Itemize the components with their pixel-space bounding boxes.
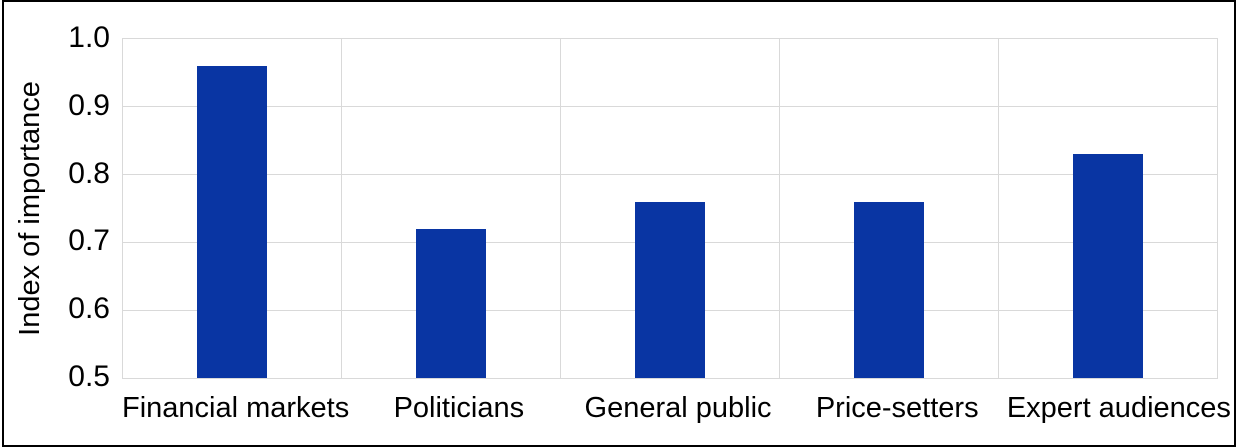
x-label-price-setters: Price-setters — [815, 392, 979, 425]
bar-politicians — [416, 228, 487, 378]
column-separator-4 — [997, 39, 999, 378]
y-tick-label-1.0: 1.0 — [68, 21, 110, 54]
x-label-expert-audiences: Expert audiences — [1006, 392, 1231, 425]
y-tick-label-0.5: 0.5 — [68, 360, 110, 393]
x-label-financial-markets: Financial markets — [122, 392, 350, 425]
bar-price-setters — [853, 201, 924, 378]
x-label-general-public: General public — [584, 392, 772, 425]
y-axis-ticks: 1.0 0.9 0.8 0.7 0.6 0.5 — [0, 0, 112, 448]
plot-area — [122, 38, 1218, 379]
bar-financial-markets — [197, 66, 268, 378]
y-tick-label-0.7: 0.7 — [68, 224, 110, 258]
column-separator-2 — [560, 39, 562, 378]
bar-general-public — [635, 201, 705, 378]
column-separator-3 — [778, 39, 780, 378]
bar-expert-audiences — [1072, 154, 1143, 378]
x-label-politicians: Politicians — [393, 392, 525, 425]
y-tick-label-0.9: 0.9 — [68, 88, 110, 122]
gridline-0.9 — [123, 106, 1217, 108]
column-separator-1 — [341, 39, 343, 378]
y-tick-label-0.8: 0.8 — [68, 156, 110, 190]
x-axis-labels: Financial markets Politicians General publ… — [122, 389, 1231, 429]
gridline-0.8 — [123, 174, 1217, 176]
y-tick-label-0.6: 0.6 — [68, 292, 110, 326]
